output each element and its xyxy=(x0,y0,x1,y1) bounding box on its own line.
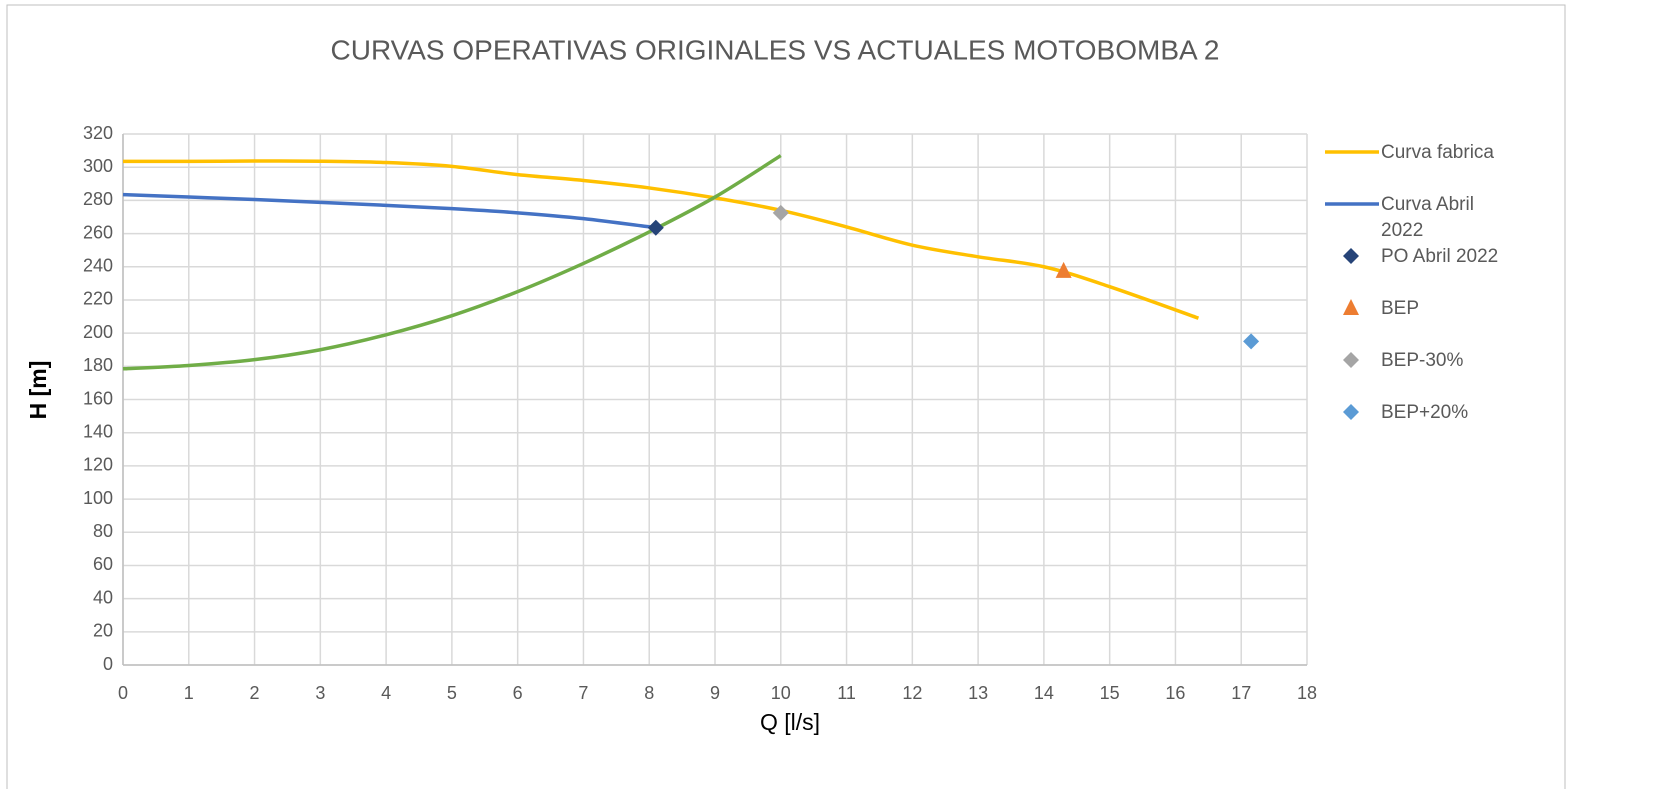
y-tick-label: 100 xyxy=(83,488,113,508)
x-axis-title: Q [l/s] xyxy=(760,709,820,735)
y-tick-label: 140 xyxy=(83,421,113,441)
x-tick-label: 1 xyxy=(184,683,194,703)
legend-item: PO Abril 2022 xyxy=(1325,244,1525,296)
y-tick-label: 280 xyxy=(83,189,113,209)
x-tick-label: 12 xyxy=(902,683,922,703)
legend-marker xyxy=(1343,352,1359,368)
y-tick-label: 180 xyxy=(83,355,113,375)
y-tick-label: 220 xyxy=(83,289,113,309)
y-tick-label: 160 xyxy=(83,388,113,408)
legend-label: PO Abril 2022 xyxy=(1381,246,1499,267)
x-tick-label: 14 xyxy=(1034,683,1054,703)
legend-swatch xyxy=(1325,202,1379,206)
chart-title: CURVAS OPERATIVAS ORIGINALES VS ACTUALES… xyxy=(331,34,1220,65)
point xyxy=(647,219,664,236)
x-tick-label: 0 xyxy=(118,683,128,703)
legend-swatch xyxy=(1325,150,1379,154)
legend: Curva fabrica Curva Abril 2022 PO Abril 20… xyxy=(1325,140,1525,452)
y-tick-label: 0 xyxy=(103,654,113,674)
chart-border xyxy=(6,4,1566,789)
x-tick-label: 15 xyxy=(1100,683,1120,703)
legend-item: BEP+20% xyxy=(1325,400,1525,452)
x-tick-label: 6 xyxy=(513,683,523,703)
x-tick-label: 11 xyxy=(837,683,856,703)
x-tick-label: 9 xyxy=(710,683,720,703)
point xyxy=(772,204,789,221)
series-line xyxy=(122,192,657,230)
x-tick-label: 4 xyxy=(381,683,391,703)
y-axis-title: H [m] xyxy=(25,361,51,420)
x-tick-label: 7 xyxy=(578,683,588,703)
series-line xyxy=(122,159,1200,320)
x-tick-label: 17 xyxy=(1231,683,1251,703)
y-tick-label: 260 xyxy=(83,222,113,242)
legend-marker xyxy=(1343,248,1359,264)
legend-item: BEP xyxy=(1325,296,1525,348)
legend-item: Curva Abril 2022 xyxy=(1325,192,1525,244)
x-tick-label: 16 xyxy=(1165,683,1185,703)
y-tick-label: 120 xyxy=(83,455,113,475)
legend-swatch xyxy=(1343,248,1359,264)
x-tick-label: 8 xyxy=(644,683,654,703)
legend-label: BEP-30% xyxy=(1381,350,1464,371)
point xyxy=(1055,261,1072,278)
legend-item: BEP-30% xyxy=(1325,348,1525,400)
legend-swatch xyxy=(1343,352,1359,368)
y-tick-label: 60 xyxy=(93,554,113,574)
legend-label: BEP+20% xyxy=(1381,402,1469,423)
legend-label: Curva Abril 2022 xyxy=(1381,194,1474,241)
point xyxy=(1243,333,1260,350)
y-tick-label: 240 xyxy=(83,256,113,276)
legend-label: BEP xyxy=(1381,298,1420,319)
y-tick-label: 200 xyxy=(83,322,113,342)
x-tick-label: 3 xyxy=(315,683,325,703)
legend-marker xyxy=(1343,404,1359,420)
y-tick-label: 300 xyxy=(83,156,113,176)
series-line xyxy=(122,154,782,371)
y-tick-label: 80 xyxy=(93,521,113,541)
legend-marker xyxy=(1343,299,1359,315)
x-tick-label: 18 xyxy=(1297,683,1317,703)
legend-label: Curva fabrica xyxy=(1381,142,1494,163)
x-tick-label: 5 xyxy=(447,683,457,703)
y-tick-label: 320 xyxy=(83,123,113,143)
legend-swatch xyxy=(1343,404,1359,420)
y-tick-label: 20 xyxy=(93,621,113,641)
y-tick-label: 40 xyxy=(93,587,113,607)
x-tick-label: 13 xyxy=(968,683,988,703)
legend-item: Curva fabrica xyxy=(1325,140,1525,192)
x-tick-label: 2 xyxy=(250,683,260,703)
x-tick-label: 10 xyxy=(771,683,791,703)
legend-swatch xyxy=(1343,299,1359,315)
